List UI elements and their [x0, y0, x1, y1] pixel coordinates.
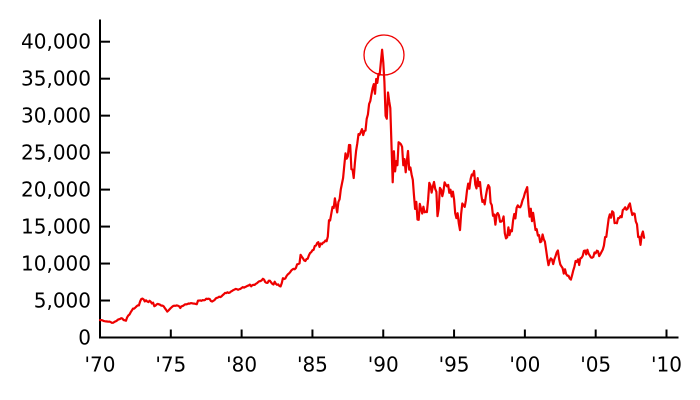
x-tick-label: '10	[651, 353, 682, 377]
y-tick-label: 15,000	[21, 215, 91, 239]
x-tick-label: '05	[580, 353, 611, 377]
axis-ticks	[99, 40, 668, 339]
axes	[99, 19, 679, 339]
axis-tick-labels: 0 5,000 10,000 15,000 20,000 25,000 30,000 35,0…	[21, 30, 682, 377]
x-tick-label: '85	[297, 353, 328, 377]
index-value-line	[98, 48, 646, 324]
x-tick-label: '75	[155, 353, 186, 377]
price-line	[98, 48, 646, 324]
y-tick-label: 40,000	[21, 30, 91, 54]
y-tick-label: 5,000	[34, 289, 91, 313]
y-tick-label: 0	[78, 326, 91, 350]
y-tick-label: 25,000	[21, 141, 91, 165]
peak-highlight-ellipse	[363, 34, 405, 76]
peak-circle-annotation	[363, 34, 405, 76]
x-tick-label: '95	[439, 353, 470, 377]
x-tick-label: '00	[509, 353, 540, 377]
y-tick-label: 20,000	[21, 178, 91, 202]
x-tick-label: '90	[368, 353, 399, 377]
y-tick-label: 10,000	[21, 252, 91, 276]
y-tick-label: 30,000	[21, 104, 91, 128]
y-tick-label: 35,000	[21, 67, 91, 91]
x-tick-label: '70	[85, 353, 116, 377]
x-tick-label: '80	[226, 353, 257, 377]
